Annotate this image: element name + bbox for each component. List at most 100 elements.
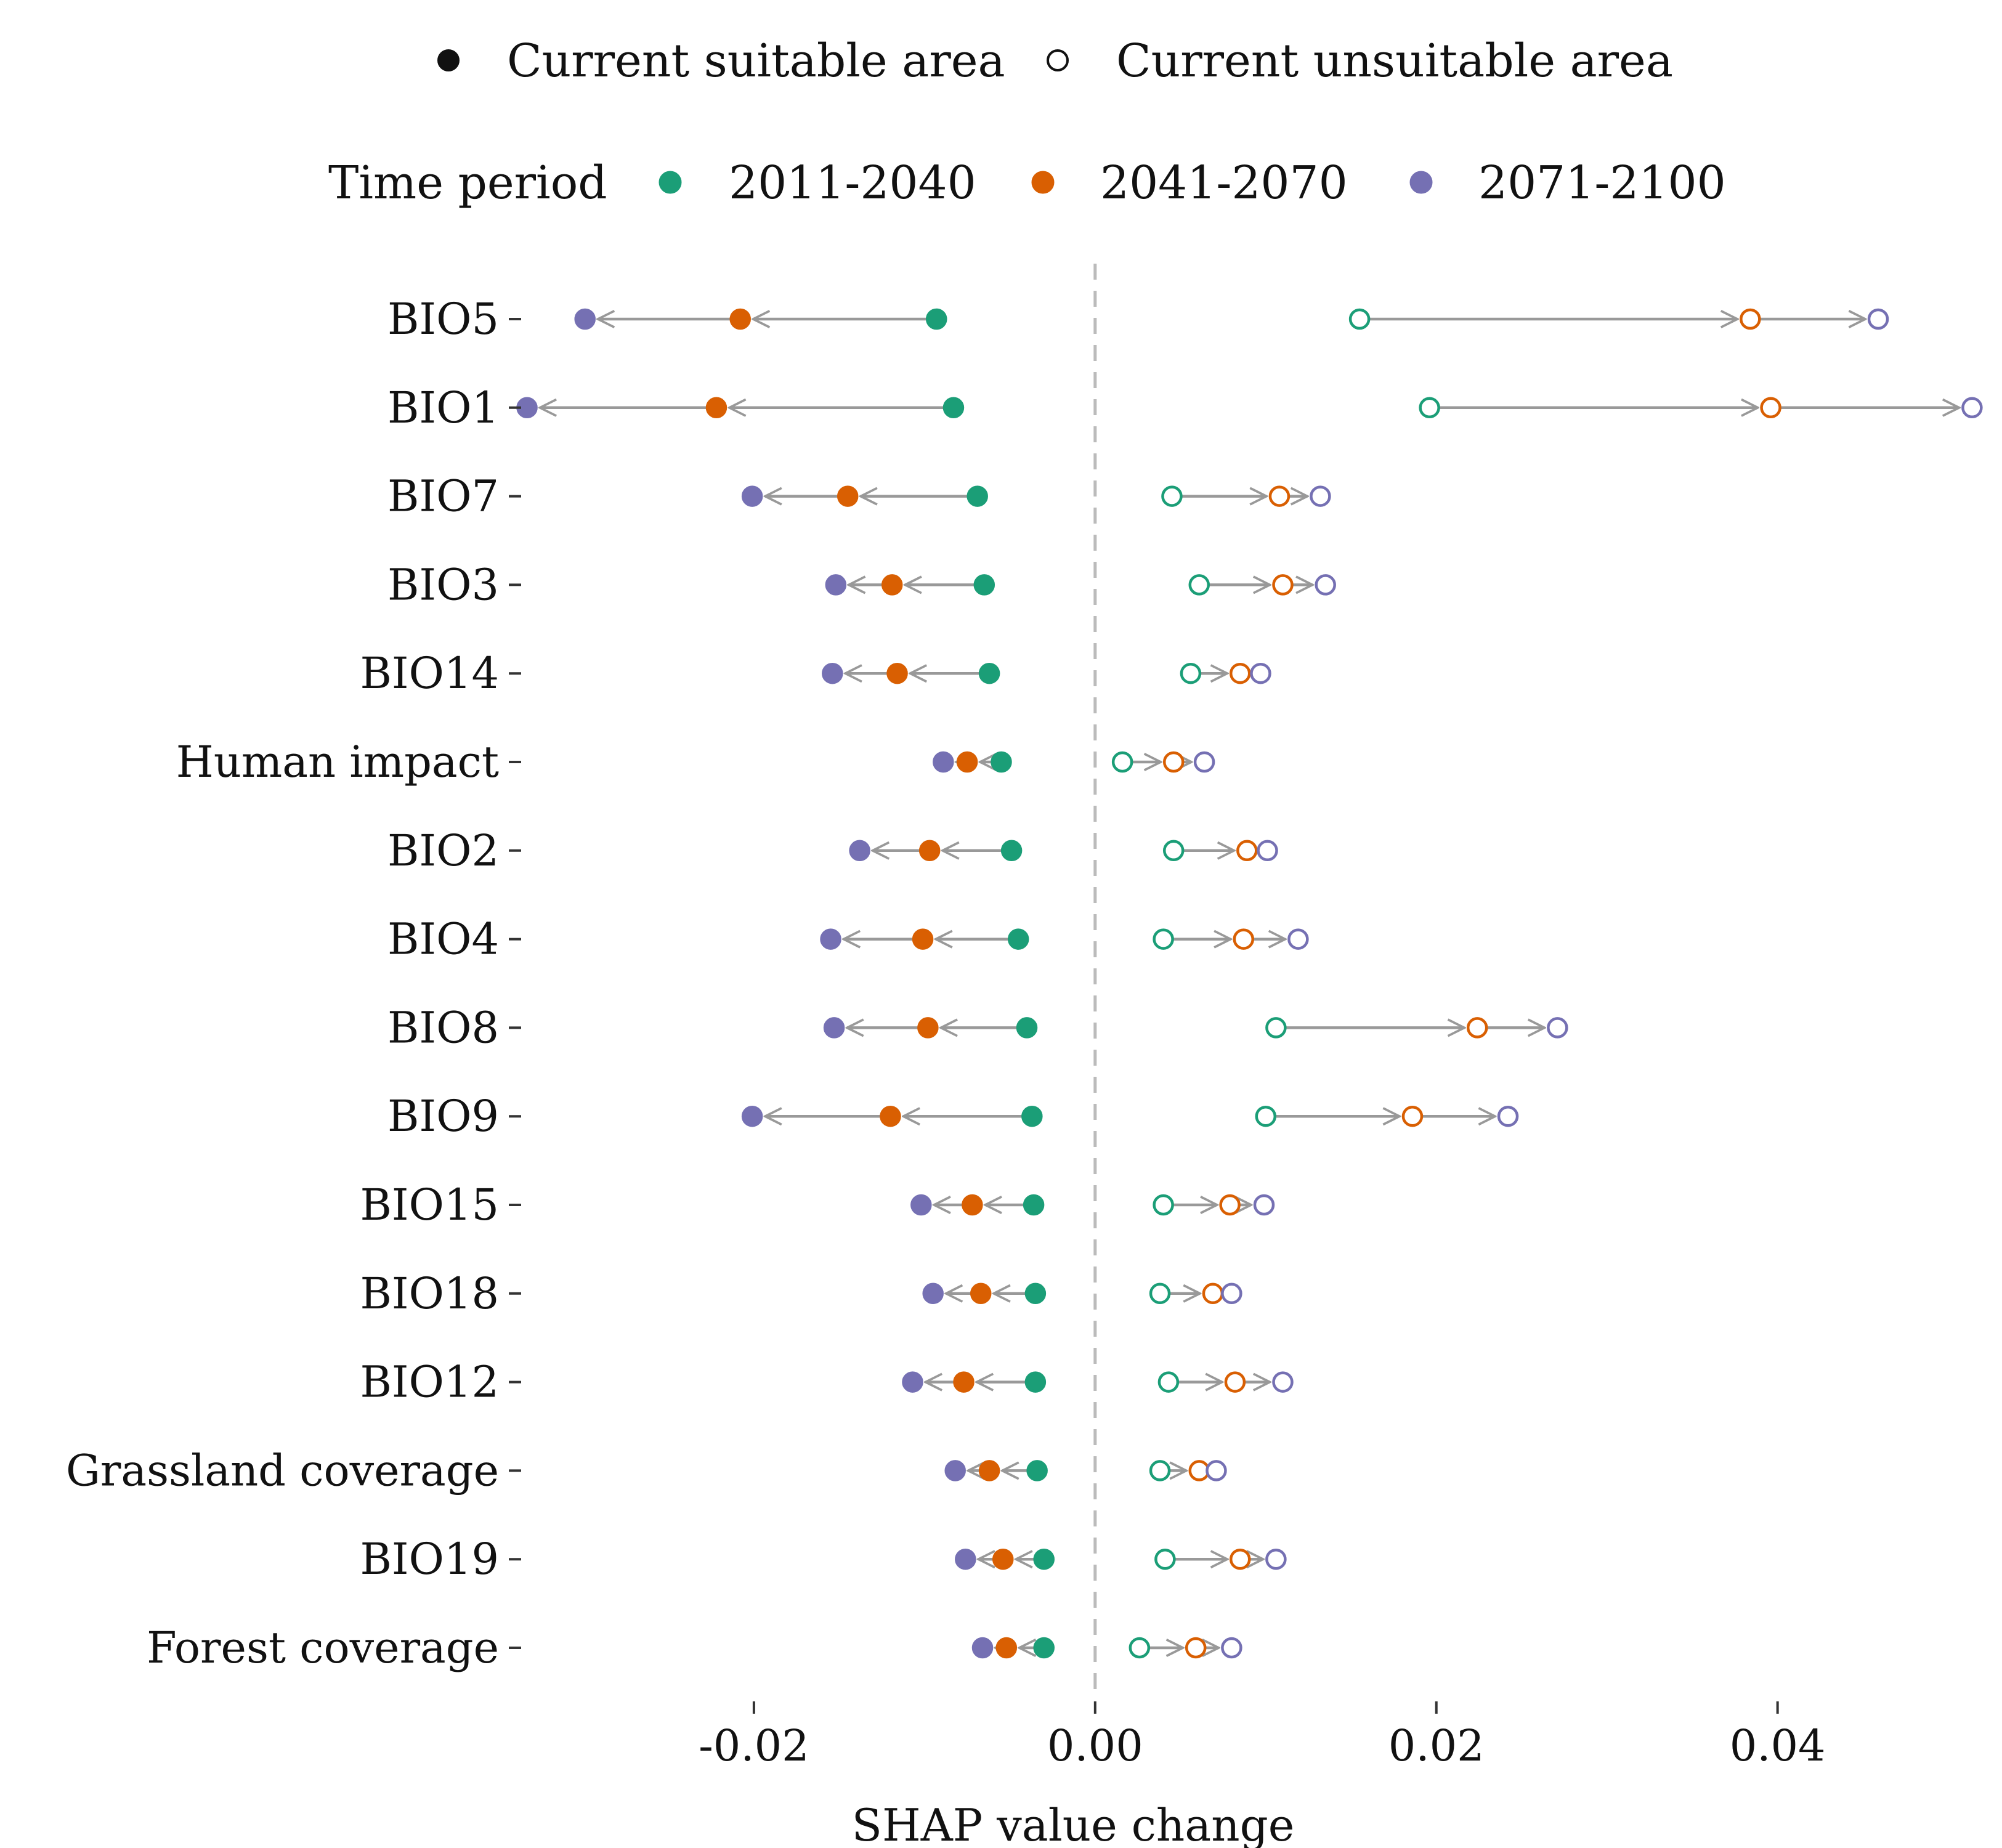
point-unsuitable-2011-2040-5 [1111, 751, 1133, 773]
point-unsuitable-2041-2070-6 [1236, 840, 1258, 862]
point-suitable-2071-2100-8 [823, 1017, 845, 1039]
point-suitable-2071-2100-3 [825, 574, 847, 596]
point-suitable-2071-2100-5 [933, 751, 954, 773]
point-suitable-2011-2040-5 [991, 751, 1012, 773]
point-unsuitable-2011-2040-4 [1180, 662, 1202, 684]
point-suitable-2071-2100-9 [741, 1105, 763, 1127]
point-suitable-2071-2100-6 [849, 840, 870, 862]
points [516, 308, 1983, 1659]
point-suitable-2011-2040-15 [1033, 1637, 1055, 1659]
point-unsuitable-2011-2040-10 [1153, 1194, 1174, 1216]
point-unsuitable-2041-2070-7 [1233, 928, 1255, 950]
point-suitable-2011-2040-3 [973, 574, 995, 596]
point-suitable-2071-2100-15 [971, 1637, 994, 1659]
point-suitable-2011-2040-7 [1007, 928, 1029, 950]
point-unsuitable-2071-2100-11 [1221, 1283, 1242, 1305]
y-tick-label-6: BIO2 [387, 825, 499, 876]
legend-open-marker [1047, 49, 1069, 71]
legend-period-label-1: 2041-2070 [1100, 156, 1348, 209]
point-suitable-2071-2100-10 [910, 1194, 932, 1216]
point-suitable-2071-2100-2 [741, 485, 763, 507]
legend-period-title: Time period [328, 156, 607, 209]
point-unsuitable-2041-2070-12 [1224, 1371, 1246, 1393]
point-unsuitable-2011-2040-2 [1161, 485, 1183, 507]
point-unsuitable-2071-2100-12 [1272, 1371, 1294, 1393]
y-tick-label-8: BIO8 [387, 1002, 499, 1053]
point-unsuitable-2011-2040-11 [1149, 1283, 1171, 1305]
point-unsuitable-2011-2040-15 [1129, 1637, 1151, 1659]
point-suitable-2071-2100-7 [820, 928, 841, 950]
point-unsuitable-2041-2070-15 [1185, 1637, 1207, 1659]
y-tick-label-15: Forest coverage [147, 1623, 499, 1673]
point-unsuitable-2011-2040-6 [1162, 840, 1185, 862]
point-unsuitable-2011-2040-1 [1419, 397, 1440, 419]
point-suitable-2071-2100-12 [902, 1371, 923, 1393]
x-axis-title: SHAP value change [852, 1799, 1295, 1848]
x-tick-label-1: 0.00 [1047, 1720, 1143, 1771]
point-suitable-2011-2040-9 [1021, 1105, 1043, 1127]
point-suitable-2011-2040-12 [1024, 1371, 1047, 1393]
point-unsuitable-2011-2040-8 [1265, 1017, 1287, 1039]
y-tick-label-2: BIO7 [387, 471, 499, 522]
point-suitable-2011-2040-8 [1016, 1017, 1038, 1039]
legend-period-marker-2 [1409, 171, 1433, 194]
point-unsuitable-2011-2040-3 [1188, 574, 1210, 596]
x-tick-label-2: 0.02 [1388, 1720, 1485, 1771]
point-unsuitable-2011-2040-14 [1154, 1548, 1176, 1570]
point-suitable-2041-2070-7 [912, 928, 934, 950]
point-suitable-2011-2040-1 [942, 397, 965, 419]
point-suitable-2071-2100-13 [944, 1460, 966, 1481]
y-axis: BIO5 BIO1 BIO7 BIO3 BIO14 Human impact BIO2 BIO… [66, 294, 521, 1673]
point-suitable-2071-2100-11 [922, 1283, 944, 1305]
point-unsuitable-2071-2100-10 [1253, 1194, 1275, 1216]
y-tick-label-0: BIO5 [387, 294, 499, 344]
y-tick-label-1: BIO1 [387, 383, 499, 433]
y-tick-label-4: BIO14 [360, 648, 499, 699]
y-tick-label-10: BIO15 [360, 1180, 499, 1230]
point-suitable-2011-2040-10 [1023, 1194, 1045, 1216]
point-suitable-2041-2070-1 [705, 397, 727, 419]
point-suitable-2041-2070-6 [918, 840, 941, 862]
point-unsuitable-2071-2100-8 [1547, 1017, 1568, 1039]
point-suitable-2041-2070-8 [917, 1017, 939, 1039]
y-tick-label-14: BIO19 [360, 1534, 499, 1584]
point-suitable-2011-2040-11 [1024, 1283, 1047, 1305]
point-unsuitable-2011-2040-13 [1149, 1460, 1171, 1481]
point-unsuitable-2071-2100-14 [1265, 1548, 1287, 1570]
point-suitable-2041-2070-0 [729, 308, 751, 330]
point-suitable-2041-2070-4 [886, 662, 908, 684]
point-unsuitable-2011-2040-0 [1348, 308, 1371, 330]
point-unsuitable-2041-2070-8 [1466, 1017, 1488, 1039]
point-suitable-2041-2070-3 [881, 574, 903, 596]
y-tick-label-11: BIO18 [360, 1268, 499, 1319]
point-unsuitable-2041-2070-10 [1219, 1194, 1241, 1216]
point-unsuitable-2071-2100-5 [1193, 751, 1215, 773]
point-unsuitable-2041-2070-9 [1401, 1105, 1424, 1127]
point-unsuitable-2071-2100-15 [1221, 1637, 1242, 1659]
point-suitable-2041-2070-15 [995, 1637, 1018, 1659]
point-suitable-2011-2040-6 [1000, 840, 1023, 862]
point-suitable-2041-2070-12 [953, 1371, 975, 1393]
point-unsuitable-2071-2100-13 [1206, 1460, 1227, 1481]
point-suitable-2011-2040-4 [978, 662, 1000, 684]
point-suitable-2071-2100-4 [822, 662, 843, 684]
point-unsuitable-2041-2070-5 [1162, 751, 1185, 773]
x-tick-label-3: 0.04 [1730, 1720, 1826, 1771]
point-suitable-2071-2100-14 [955, 1548, 976, 1570]
point-suitable-2041-2070-10 [962, 1194, 983, 1216]
point-suitable-2011-2040-14 [1033, 1548, 1055, 1570]
point-unsuitable-2071-2100-1 [1961, 397, 1983, 419]
legend-period-marker-0 [659, 171, 682, 194]
point-suitable-2041-2070-14 [992, 1548, 1014, 1570]
legend-period-marker-1 [1031, 171, 1055, 194]
point-unsuitable-2041-2070-14 [1229, 1548, 1251, 1570]
point-suitable-2041-2070-11 [970, 1283, 992, 1305]
y-tick-label-12: BIO12 [360, 1357, 499, 1408]
point-suitable-2011-2040-13 [1026, 1460, 1048, 1481]
point-unsuitable-2041-2070-0 [1740, 308, 1761, 330]
point-unsuitable-2041-2070-2 [1268, 485, 1291, 507]
legend-filled-marker [437, 49, 460, 71]
point-suitable-2041-2070-13 [978, 1460, 1000, 1481]
x-tick-label-0: -0.02 [699, 1720, 809, 1771]
y-tick-label-7: BIO4 [387, 914, 499, 965]
